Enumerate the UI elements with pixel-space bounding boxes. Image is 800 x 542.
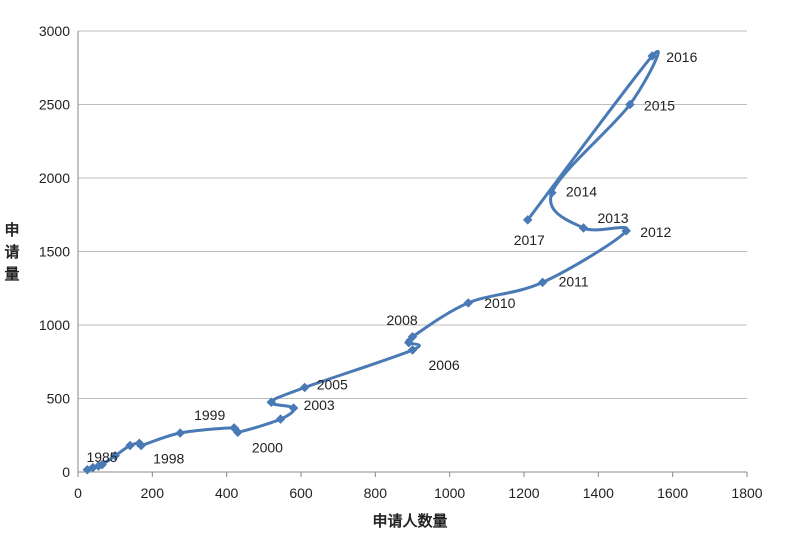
data-label-2008: 2008 xyxy=(387,312,418,328)
x-tick-label-1800: 1800 xyxy=(731,485,762,501)
data-label-1998: 1998 xyxy=(153,451,184,467)
x-tick-label-1600: 1600 xyxy=(657,485,688,501)
data-point-marker xyxy=(403,337,414,348)
data-point-marker xyxy=(232,427,243,438)
y-tick-label-2500: 2500 xyxy=(39,97,70,113)
data-label-2011: 2011 xyxy=(559,273,589,289)
y-tick-label-0: 0 xyxy=(62,464,70,480)
data-point-marker xyxy=(110,450,121,461)
data-label-2006: 2006 xyxy=(429,357,460,373)
data-point-marker xyxy=(647,51,658,61)
data-label-2015: 2015 xyxy=(644,98,675,114)
x-tick-label-0: 0 xyxy=(74,485,82,501)
y-axis-title-char: 请 xyxy=(4,243,19,261)
y-tick-label-500: 500 xyxy=(47,391,71,407)
data-point-marker xyxy=(266,397,277,408)
x-tick-label-1200: 1200 xyxy=(508,485,539,501)
data-point-marker xyxy=(275,414,286,424)
y-axis-title-char: 申 xyxy=(4,221,19,239)
data-label-2013: 2013 xyxy=(597,210,628,226)
x-tick-label-1400: 1400 xyxy=(583,485,614,501)
data-label-2012: 2012 xyxy=(640,224,671,240)
data-label-2014: 2014 xyxy=(566,184,597,200)
x-tick-label-200: 200 xyxy=(141,485,165,501)
data-point-marker xyxy=(407,331,418,342)
y-tick-label-3000: 3000 xyxy=(39,23,70,39)
x-tick-label-1000: 1000 xyxy=(434,485,465,501)
data-markers xyxy=(82,51,658,475)
data-point-marker xyxy=(125,440,135,451)
y-tick-label-2000: 2000 xyxy=(39,170,70,186)
data-labels: 1985 1998 1999 2000 2003 2005 2006 2008 2010 2011… xyxy=(86,49,697,467)
y-tick-labels: 0 500 1000 1500 2000 2500 3000 xyxy=(39,23,70,480)
x-tick-label-600: 600 xyxy=(289,485,313,501)
data-point-marker xyxy=(547,187,557,198)
data-point-marker xyxy=(621,226,632,236)
data-label-2010: 2010 xyxy=(484,295,515,311)
data-point-marker xyxy=(299,382,310,393)
data-label-2017: 2017 xyxy=(514,232,545,248)
data-point-marker xyxy=(463,298,474,308)
data-point-marker xyxy=(288,403,299,413)
data-label-2016: 2016 xyxy=(666,49,697,65)
data-point-marker xyxy=(625,99,635,110)
data-point-marker xyxy=(407,345,418,355)
data-point-marker xyxy=(175,428,186,438)
x-tick-label-800: 800 xyxy=(364,485,388,501)
x-axis-title: 申请人数量 xyxy=(372,512,447,530)
data-point-marker xyxy=(522,215,533,225)
data-point-marker xyxy=(136,440,147,451)
y-axis-title: 申请量 xyxy=(4,221,19,283)
series-line xyxy=(86,49,660,472)
data-label-1985: 1985 xyxy=(86,449,117,465)
grid-lines xyxy=(78,30,747,399)
y-tick-label-1000: 1000 xyxy=(39,317,70,333)
y-tick-label-1500: 1500 xyxy=(39,244,70,260)
data-point-marker xyxy=(578,223,589,233)
data-label-1999: 1999 xyxy=(194,407,225,423)
data-label-2000: 2000 xyxy=(252,439,283,455)
data-point-marker xyxy=(97,459,108,470)
x-tick-label-400: 400 xyxy=(215,485,239,501)
x-tick-labels: 0 200 400 600 800 1000 1200 1400 1600 1800 xyxy=(74,472,763,501)
y-axis-title-char: 量 xyxy=(4,265,19,283)
data-label-2003: 2003 xyxy=(304,397,335,413)
data-label-2005: 2005 xyxy=(317,376,348,392)
data-point-marker xyxy=(537,277,548,288)
